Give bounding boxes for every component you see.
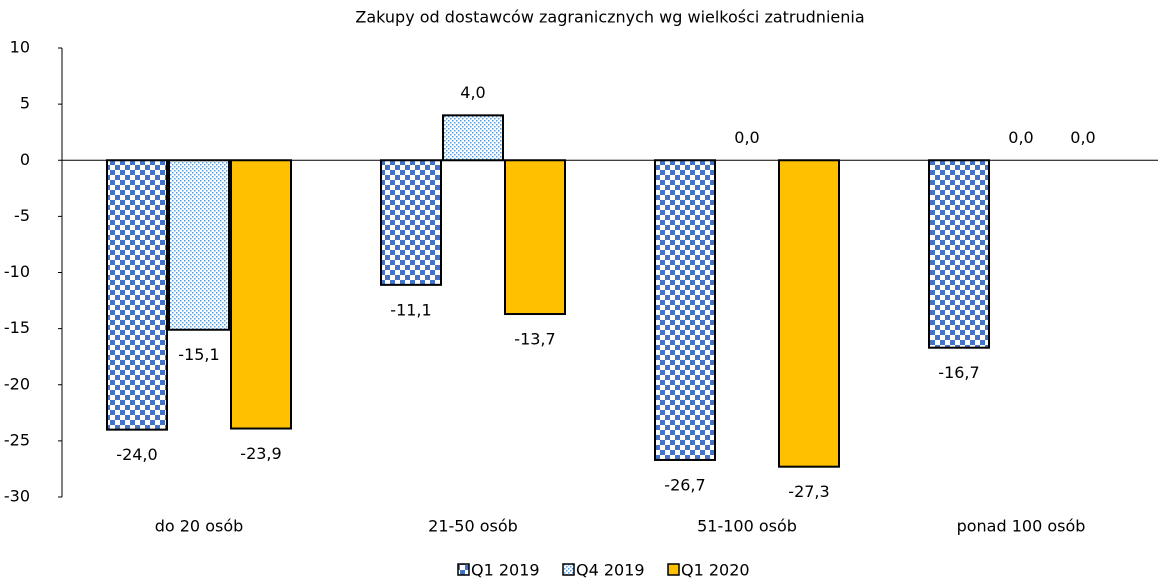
data-label: -13,7 <box>514 330 555 349</box>
data-label: 0,0 <box>1070 128 1095 147</box>
legend-swatch <box>457 563 470 576</box>
y-tick-label: -10 <box>4 262 30 281</box>
y-tick-label: -30 <box>4 487 30 506</box>
data-label: 0,0 <box>1008 128 1033 147</box>
legend-swatch <box>562 563 575 576</box>
y-tick-label: -5 <box>14 206 30 225</box>
bar <box>442 114 504 162</box>
legend-label: Q1 2019 <box>471 561 540 580</box>
y-tick-label: -25 <box>4 430 30 449</box>
data-label: -16,7 <box>938 363 979 382</box>
data-label: -11,1 <box>390 300 431 319</box>
legend-swatch <box>667 563 680 576</box>
bar <box>106 159 168 431</box>
y-tick-label: -20 <box>4 374 30 393</box>
x-tick-label: 21-50 osób <box>428 517 518 536</box>
bar <box>778 159 840 468</box>
bar <box>928 159 990 349</box>
data-label: 0,0 <box>734 128 759 147</box>
bar <box>380 159 442 286</box>
x-tick-label: 51-100 osób <box>697 517 797 536</box>
bar <box>230 159 292 430</box>
y-tick-label: 10 <box>10 38 30 57</box>
bar <box>504 159 566 316</box>
data-label: -26,7 <box>664 475 705 494</box>
y-tick-label: 0 <box>20 150 30 169</box>
y-tick-label: 5 <box>20 94 30 113</box>
legend-label: Q1 2020 <box>681 561 750 580</box>
data-label: -23,9 <box>240 444 281 463</box>
legend-label: Q4 2019 <box>576 561 645 580</box>
data-label: -15,1 <box>178 345 219 364</box>
x-tick-label: ponad 100 osób <box>957 517 1086 536</box>
y-tick-label: -15 <box>4 318 30 337</box>
bar <box>168 159 230 331</box>
data-label: -27,3 <box>788 482 829 501</box>
chart-title: Zakupy od dostawców zagranicznych wg wie… <box>355 8 864 27</box>
x-tick-label: do 20 osób <box>155 517 244 536</box>
data-label: -24,0 <box>116 445 157 464</box>
bar <box>654 159 716 461</box>
data-label: 4,0 <box>460 83 485 102</box>
